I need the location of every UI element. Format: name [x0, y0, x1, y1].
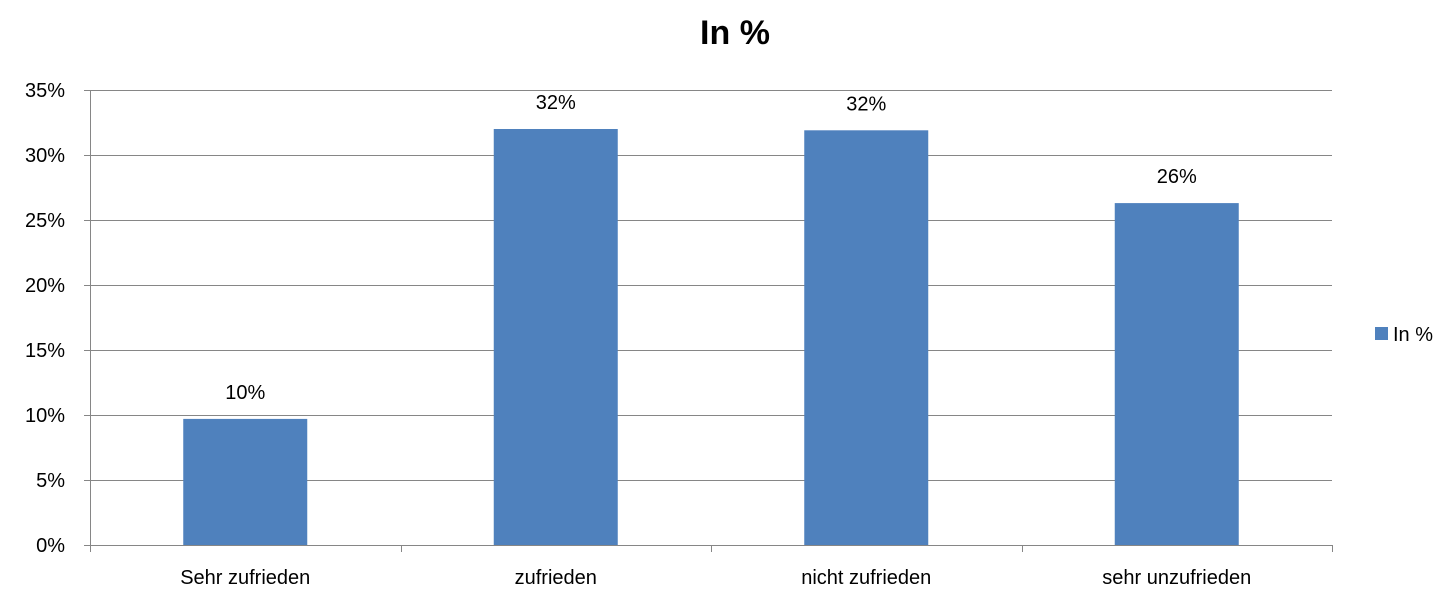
bars: [183, 129, 1239, 546]
legend-label: In %: [1393, 324, 1433, 346]
y-tick-label: 25%: [25, 210, 65, 232]
axes: 0% 5% 10% 15% 20% 25% 30% 35% Sehr zufrieden zufr…: [25, 80, 1333, 589]
bar-value-label: 32%: [846, 93, 886, 115]
legend: In %: [1375, 324, 1433, 346]
x-category-label: sehr unzufrieden: [1102, 567, 1251, 589]
y-tick-label: 10%: [25, 405, 65, 427]
bar: [804, 130, 929, 546]
legend-swatch: [1375, 327, 1388, 340]
y-tick-label: 35%: [25, 80, 65, 102]
x-category-label: Sehr zufrieden: [180, 567, 310, 589]
y-tick-label: 20%: [25, 275, 65, 297]
data-labels: 10% 32% 32% 26%: [225, 92, 1197, 404]
bar-value-label: 10%: [225, 382, 265, 404]
bar-value-label: 32%: [536, 92, 576, 114]
y-tick-label: 15%: [25, 340, 65, 362]
x-category-label: nicht zufrieden: [801, 567, 931, 589]
y-tick-label: 5%: [36, 470, 65, 492]
y-tick-label: 30%: [25, 145, 65, 167]
bar: [493, 129, 618, 545]
x-category-label: zufrieden: [515, 567, 597, 589]
y-tick-label: 0%: [36, 535, 65, 557]
bar: [1114, 203, 1239, 545]
chart-title: In %: [700, 14, 770, 52]
gridlines: [90, 90, 1332, 481]
bar-value-label: 26%: [1157, 166, 1197, 188]
bar: [183, 418, 308, 545]
